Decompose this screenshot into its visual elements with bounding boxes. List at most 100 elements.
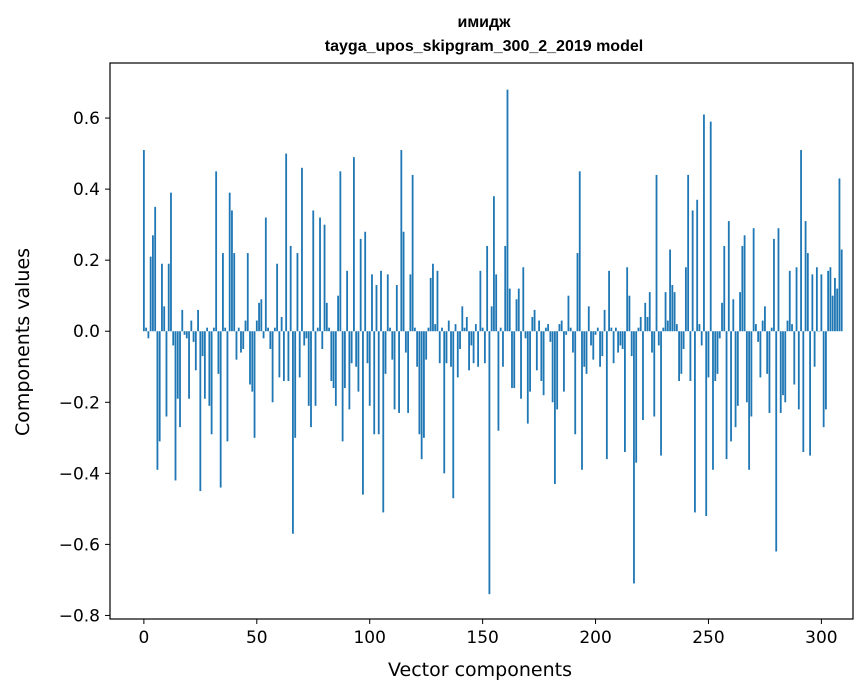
bar-component-94 [355, 331, 358, 367]
bar-component-86 [337, 295, 339, 332]
bar-component-151 [483, 331, 486, 364]
bar-component-88 [341, 331, 344, 442]
bar-component-295 [809, 331, 811, 456]
bar-component-64 [287, 331, 290, 381]
bar-component-68 [296, 253, 299, 332]
bar-component-165 [515, 299, 518, 332]
x-tick-label: 200 [579, 628, 611, 648]
bar-component-290 [797, 331, 800, 410]
bar-component-170 [526, 331, 529, 424]
bar-component-210 [617, 331, 620, 353]
bar-component-203 [601, 331, 604, 357]
bar-component-222 [644, 302, 647, 332]
bar-component-296 [811, 274, 814, 332]
bar-component-19 [185, 331, 188, 339]
bar-component-12 [170, 192, 172, 332]
bar-component-56 [269, 331, 272, 349]
bar-component-44 [242, 331, 245, 349]
bar-component-265 [741, 245, 744, 332]
bar-component-104 [377, 331, 380, 435]
bar-component-236 [675, 324, 678, 332]
bar-component-186 [563, 331, 565, 392]
bar-component-91 [348, 331, 351, 410]
bar-component-161 [506, 89, 509, 332]
bar-component-60 [278, 331, 281, 378]
bar-component-172 [531, 317, 534, 332]
bar-component-7 [158, 331, 161, 442]
bar-component-263 [736, 331, 739, 406]
bar-component-27 [203, 331, 206, 399]
bar-component-254 [716, 331, 719, 374]
bar-component-15 [176, 331, 179, 399]
bar-component-227 [655, 174, 658, 332]
bar-component-175 [538, 320, 540, 332]
bar-component-217 [633, 331, 635, 584]
bar-component-231 [664, 292, 667, 332]
bar-component-199 [592, 331, 595, 360]
bar-component-83 [330, 331, 333, 381]
bar-component-267 [745, 331, 748, 403]
bar-component-59 [276, 263, 279, 332]
bar-component-13 [172, 331, 175, 346]
bar-component-154 [490, 306, 493, 332]
bar-component-253 [714, 331, 717, 381]
bar-component-302 [825, 331, 827, 410]
chart-title: имидж [457, 14, 511, 31]
bar-component-4 [152, 235, 154, 332]
bar-component-47 [249, 331, 251, 385]
bar-component-9 [163, 306, 166, 332]
bar-component-273 [759, 331, 762, 378]
bar-component-260 [730, 331, 732, 442]
bar-component-230 [662, 327, 665, 332]
y-tick-label: 0.4 [73, 180, 100, 200]
bar-component-262 [734, 331, 737, 428]
bar-component-281 [777, 228, 780, 332]
bar-component-1 [145, 327, 148, 332]
bar-component-61 [280, 317, 283, 332]
bar-component-188 [567, 295, 570, 332]
bar-component-185 [560, 320, 563, 332]
bar-component-244 [694, 331, 696, 513]
bar-component-226 [653, 331, 656, 417]
bar-component-18 [183, 331, 186, 335]
bar-component-282 [779, 331, 782, 413]
bar-component-198 [590, 331, 592, 346]
bar-component-240 [684, 267, 687, 332]
bar-component-206 [608, 270, 610, 332]
x-axis-ticks: 0 50 100 150 200 250 300 [138, 619, 838, 648]
bar-component-130 [436, 270, 439, 332]
bar-component-269 [750, 331, 753, 417]
bar-component-133 [443, 331, 446, 474]
y-tick-label: −0.2 [59, 393, 100, 413]
bar-component-54 [264, 217, 267, 332]
bar-component-255 [718, 331, 721, 339]
bar-component-37 [226, 331, 229, 442]
bar-component-149 [479, 270, 482, 332]
bar-component-270 [752, 228, 755, 332]
bar-component-139 [456, 331, 459, 378]
bar-component-268 [748, 331, 751, 470]
bar-component-274 [761, 320, 764, 332]
bar-component-242 [689, 331, 692, 381]
bar-component-46 [246, 253, 249, 332]
bar-component-235 [673, 292, 676, 332]
bar-component-168 [522, 267, 525, 332]
bar-component-178 [544, 327, 547, 332]
bar-component-65 [289, 245, 292, 332]
bar-component-131 [438, 331, 441, 364]
bar-component-249 [705, 331, 708, 516]
x-tick-label: 100 [353, 628, 385, 648]
x-tick-label: 250 [692, 628, 724, 648]
bar-component-79 [321, 331, 324, 349]
bar-component-24 [197, 309, 199, 332]
bar-component-0 [142, 150, 145, 332]
bar-component-38 [228, 192, 231, 332]
x-axis-label: Vector components [388, 659, 572, 681]
bar-component-11 [167, 263, 170, 332]
bar-component-246 [698, 324, 701, 332]
bar-component-50 [255, 320, 258, 332]
bar-component-160 [504, 245, 507, 332]
bar-component-125 [425, 331, 428, 360]
bar-component-252 [712, 331, 714, 470]
bar-component-146 [472, 331, 475, 364]
